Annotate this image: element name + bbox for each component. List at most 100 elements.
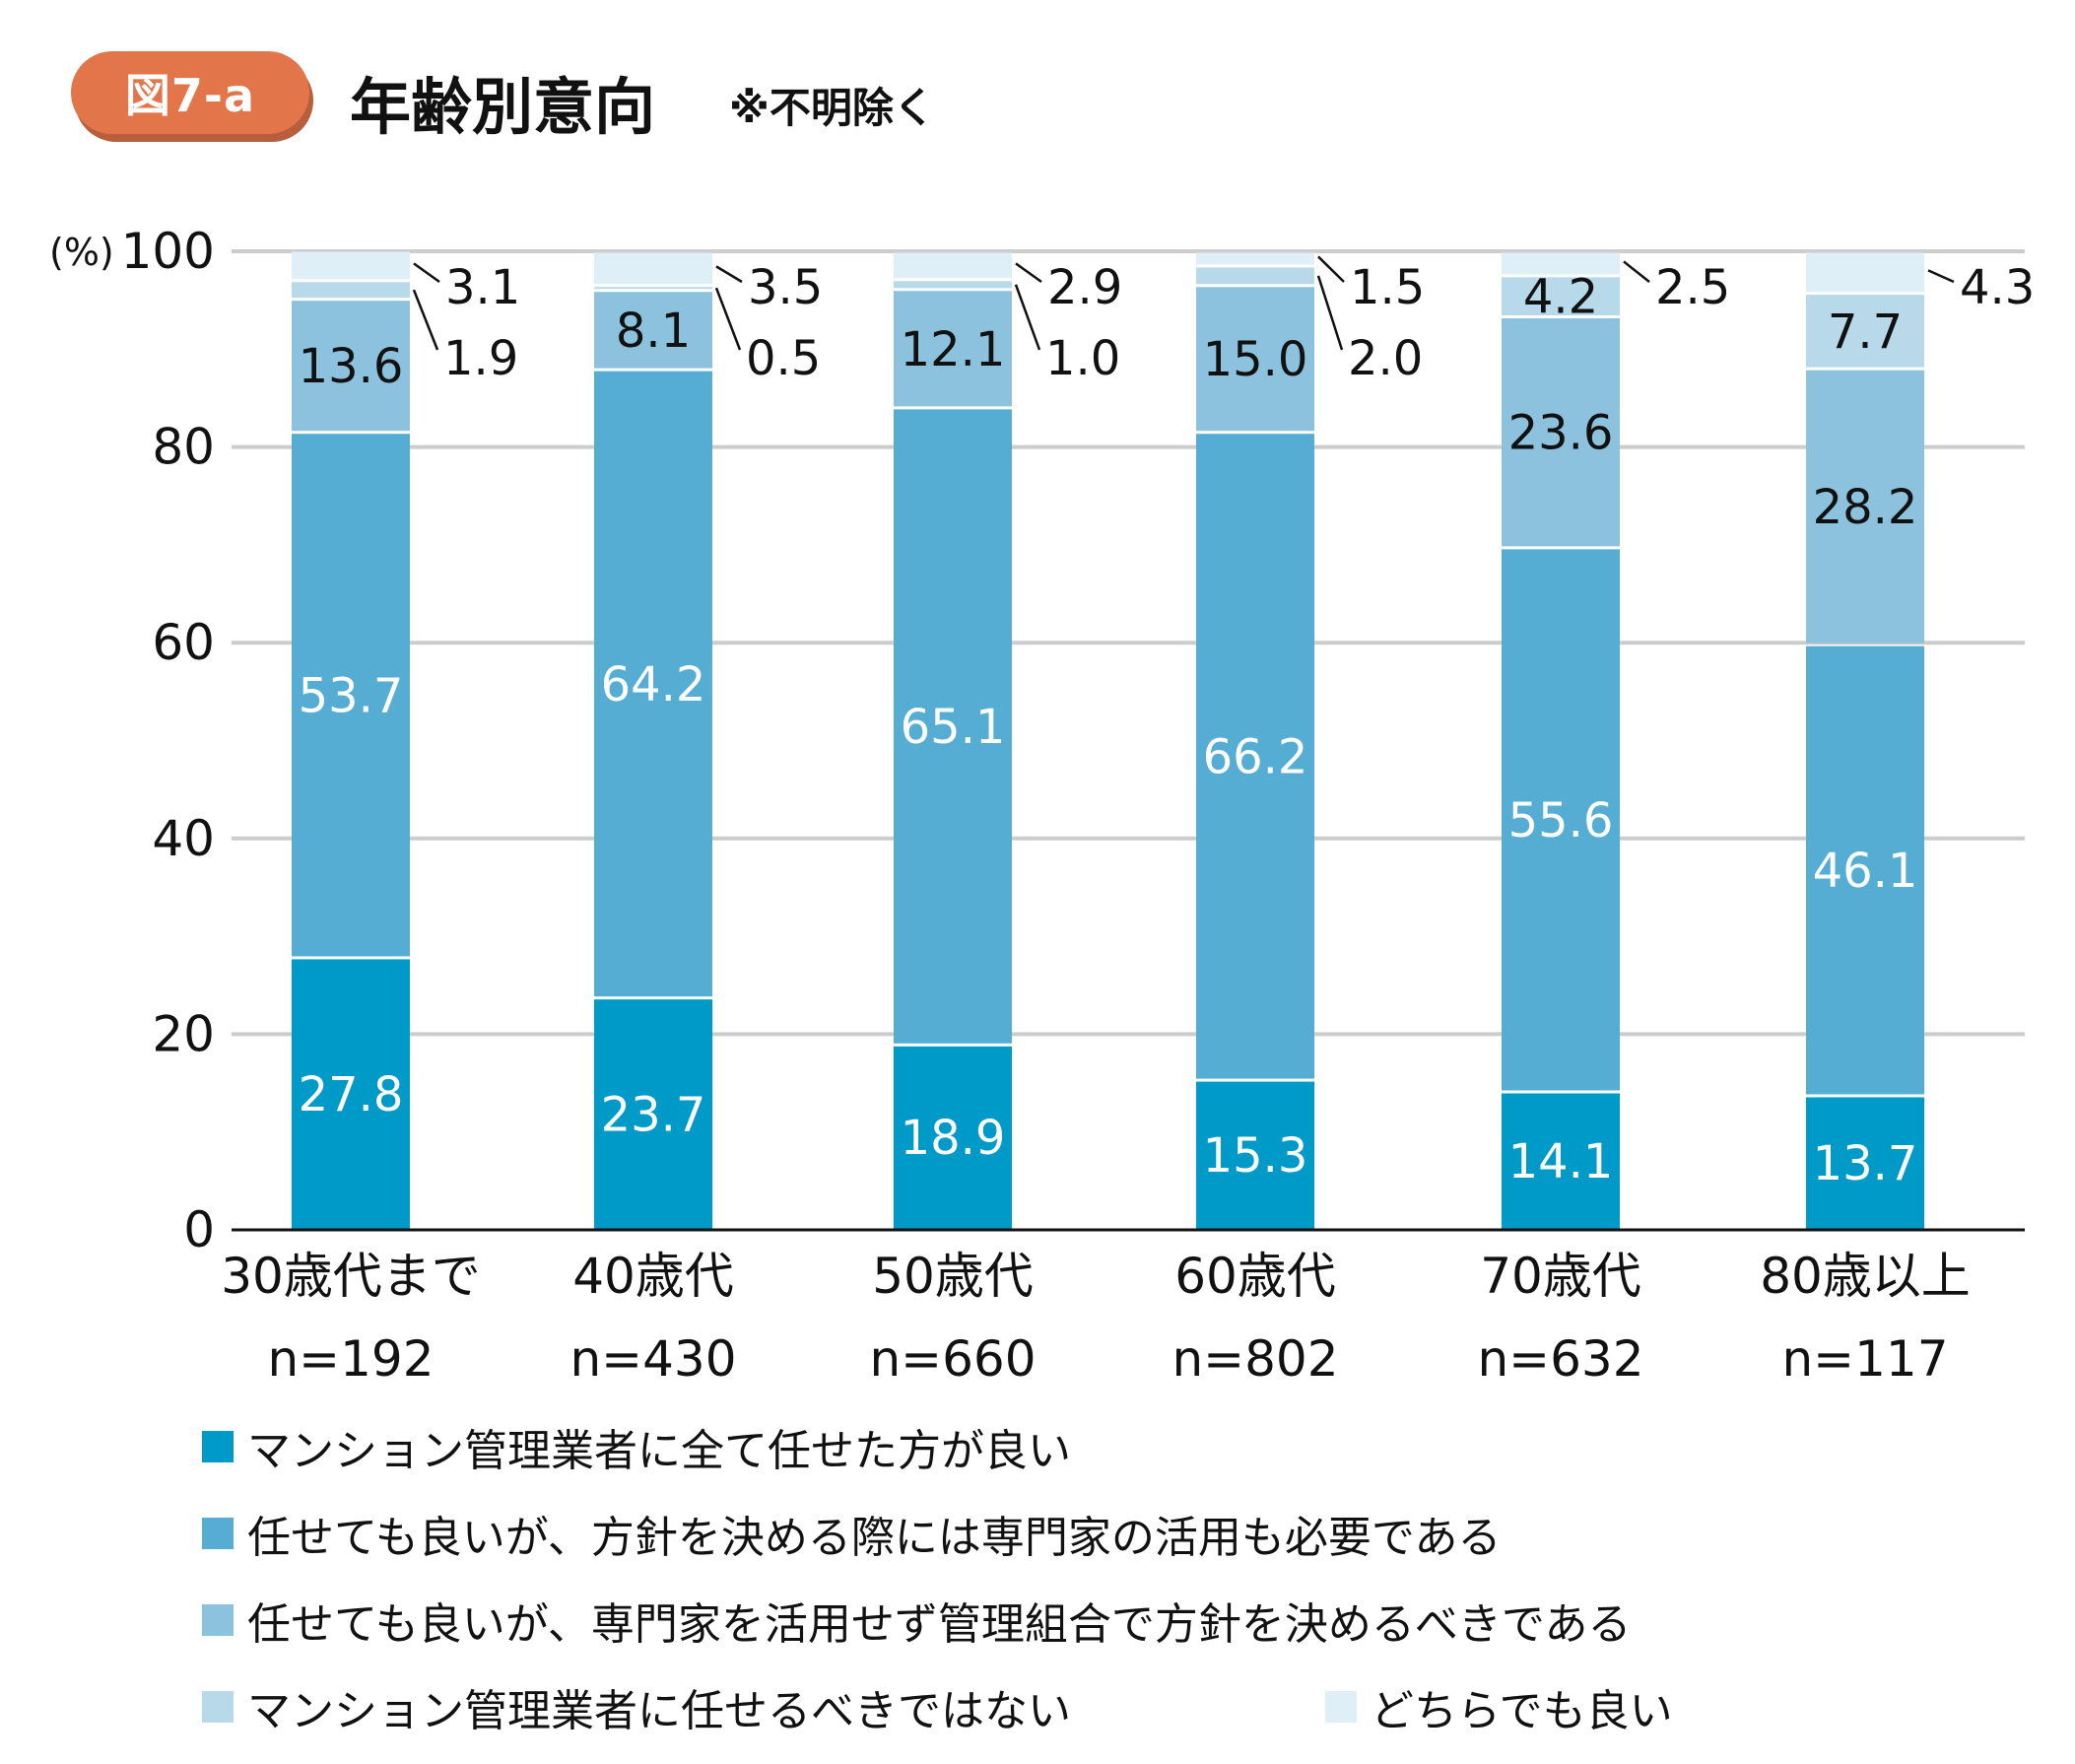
y-tick-label: 20 [152,1005,215,1062]
data-label: 27.8 [299,1067,404,1122]
data-label: 2.0 [1348,331,1423,386]
data-label: 7.7 [1828,305,1903,360]
bar-segment [594,999,712,1229]
y-tick-label: 100 [121,223,215,280]
bar-segment [894,409,1012,1044]
data-label: 13.7 [1813,1136,1918,1191]
leader-line [1623,260,1650,283]
leader-line [413,262,440,284]
data-label: 0.5 [746,331,821,386]
legend-swatch [1325,1691,1357,1723]
legend-item: マンション管理業者に任せるべきではない [202,1675,1071,1738]
bar-segment [1196,1081,1314,1229]
legend-label: マンション管理業者に任せるべきではない [247,1686,1071,1736]
legend-swatch [202,1691,234,1723]
legend-swatch [202,1431,234,1462]
legend-item: 任せても良いが、専門家を活用せず管理組合で方針を決めるべきである [202,1589,1631,1652]
legend-label: 任せても良いが、方針を決める際には専門家の活用も必要である [247,1513,1502,1563]
bar-segment [894,281,1012,289]
bar-segment [1806,645,1924,1095]
leader-line [1927,269,1955,284]
data-label: 18.9 [901,1111,1006,1166]
data-label: 4.3 [1960,260,2035,315]
leader-line [715,265,743,284]
y-tick-label: 60 [152,614,215,671]
sample-size-label: n=802 [1171,1330,1338,1388]
data-label: 55.6 [1508,793,1614,848]
bar-segment [292,251,410,280]
bar-segment [894,291,1012,407]
bar-segment [1196,434,1314,1079]
bar-segment [1196,252,1314,265]
leader-line [714,287,742,351]
x-tick-label: 70歳代 [1480,1248,1641,1305]
chart-title: 年齢別意向 [350,71,656,143]
y-tick-label: 0 [183,1201,215,1258]
bar-segment [292,282,410,299]
y-tick-label: 40 [152,810,215,867]
bar-segment [292,301,410,432]
legend-swatch [202,1518,234,1549]
data-label: 1.0 [1045,331,1120,386]
x-tick-label: 30歳代まで [221,1248,481,1305]
leader-line [1317,255,1345,283]
data-label: 3.1 [445,260,520,315]
bar-segment [1502,252,1620,275]
data-label: 3.5 [748,260,823,315]
bar-segment [594,287,712,290]
bar-segment [1502,318,1620,547]
bar-segment [1806,295,1924,368]
data-label: 2.9 [1047,260,1122,315]
bar-segment [594,252,712,285]
x-tick-label: 50歳代 [872,1248,1034,1305]
figure-label-badge: 図7-a [71,51,309,134]
data-label: 4.2 [1523,270,1598,325]
x-tick-label: 60歳代 [1174,1248,1336,1305]
sample-size-label: n=117 [1781,1330,1948,1388]
data-label: 1.5 [1350,260,1425,315]
bar-segment [1806,1097,1924,1229]
bar-segment [1502,1093,1620,1229]
legend-item: どちらでも良い [1325,1675,1673,1738]
data-label: 66.2 [1203,729,1308,784]
data-label: 1.9 [443,331,518,386]
bar-segment [1806,252,1924,293]
bar-segment [1806,370,1924,644]
data-label: 14.1 [1508,1134,1614,1189]
bar-segment [894,1046,1012,1229]
sample-size-label: n=632 [1477,1330,1643,1388]
bar-segment [894,252,1012,279]
bar-segment [1502,549,1620,1091]
bar-segment [1196,287,1314,432]
bar-segment [1196,267,1314,285]
data-label: 28.2 [1813,480,1918,535]
data-label: 46.1 [1813,844,1918,899]
legend-item: 任せても良いが、方針を決める際には専門家の活用も必要である [202,1502,1501,1565]
leader-line [412,289,439,351]
bar-segment [594,292,712,369]
legend-label: マンション管理業者に全て任せた方が良い [247,1426,1071,1476]
data-label: 15.3 [1203,1128,1308,1184]
data-label: 8.1 [616,304,691,359]
data-label: 53.7 [299,668,404,723]
sample-size-label: n=430 [569,1330,736,1388]
legend-item: マンション管理業者に全て任せた方が良い [202,1415,1071,1478]
leader-line [1316,275,1344,351]
x-tick-label: 40歳代 [572,1248,734,1305]
data-label: 2.5 [1655,260,1730,315]
chart-note: ※不明除く [729,84,935,132]
sample-size-label: n=192 [267,1330,434,1388]
data-label: 64.2 [601,657,706,712]
bar-segment [292,434,410,957]
data-label: 23.7 [601,1087,706,1142]
data-label: 12.1 [901,322,1006,377]
bar-segment [594,371,712,997]
bar-segment [292,959,410,1229]
legend-label: どちらでも良い [1371,1686,1673,1736]
leader-line [1014,284,1041,351]
figure-label: 図7-a [124,69,256,122]
x-tick-label: 80歳以上 [1760,1248,1971,1305]
leader-line [1015,262,1042,284]
legend-label: 任せても良いが、専門家を活用せず管理組合で方針を決めるべきである [247,1599,1632,1650]
y-axis-label: (%) [49,231,114,274]
